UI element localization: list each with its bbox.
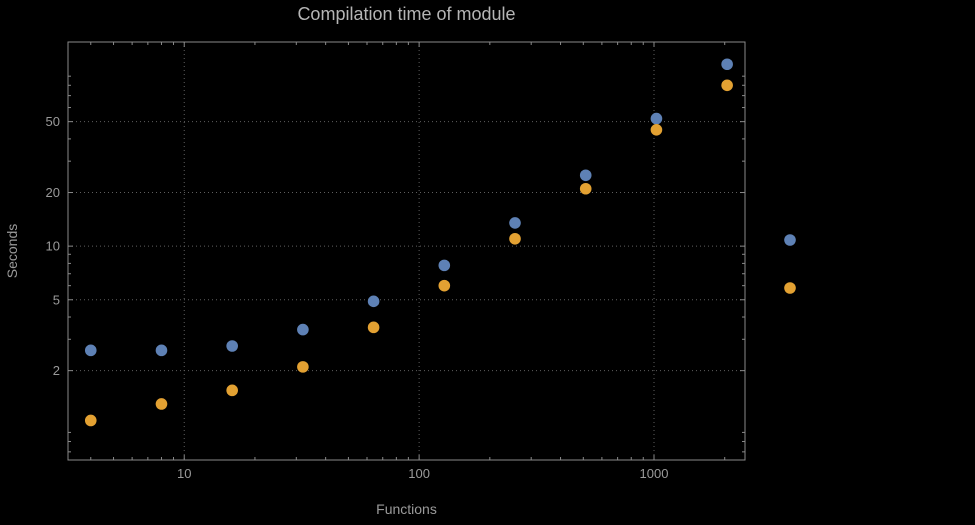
data-point-series-blue bbox=[650, 112, 663, 125]
legend-marker-series-orange bbox=[784, 282, 796, 294]
y-tick-label: 2 bbox=[53, 363, 60, 378]
data-point-series-blue bbox=[367, 295, 380, 308]
data-point-series-blue bbox=[155, 344, 168, 357]
data-point-series-orange bbox=[509, 232, 521, 245]
y-tick-label: 5 bbox=[53, 292, 60, 307]
data-point-series-blue bbox=[226, 340, 238, 352]
y-tick-label: 10 bbox=[46, 239, 60, 254]
data-point-series-blue bbox=[297, 323, 309, 336]
data-point-series-orange bbox=[84, 414, 97, 427]
legend-marker-series-blue bbox=[784, 234, 796, 246]
data-point-series-orange bbox=[721, 79, 733, 92]
data-point-series-orange bbox=[155, 398, 168, 410]
data-point-series-orange bbox=[297, 361, 309, 373]
data-point-series-blue bbox=[509, 217, 521, 229]
x-tick-label: 10 bbox=[177, 466, 191, 481]
data-point-series-orange bbox=[226, 384, 238, 397]
data-point-series-blue bbox=[438, 259, 451, 272]
y-tick-label: 20 bbox=[46, 185, 60, 200]
plot-frame bbox=[67, 41, 746, 461]
data-point-series-orange bbox=[438, 279, 451, 292]
y-tick-label: 50 bbox=[46, 114, 60, 129]
x-tick-label: 1000 bbox=[640, 466, 669, 481]
data-point-series-orange bbox=[650, 123, 663, 136]
data-point-series-blue bbox=[579, 169, 592, 182]
data-point-series-blue bbox=[721, 58, 733, 71]
data-point-series-orange bbox=[579, 182, 592, 195]
data-point-series-blue bbox=[84, 344, 97, 357]
data-point-series-orange bbox=[367, 321, 380, 334]
x-axis-label: Functions bbox=[376, 501, 437, 517]
x-tick-label: 100 bbox=[408, 466, 430, 481]
chart-title: Compilation time of module bbox=[297, 4, 516, 24]
